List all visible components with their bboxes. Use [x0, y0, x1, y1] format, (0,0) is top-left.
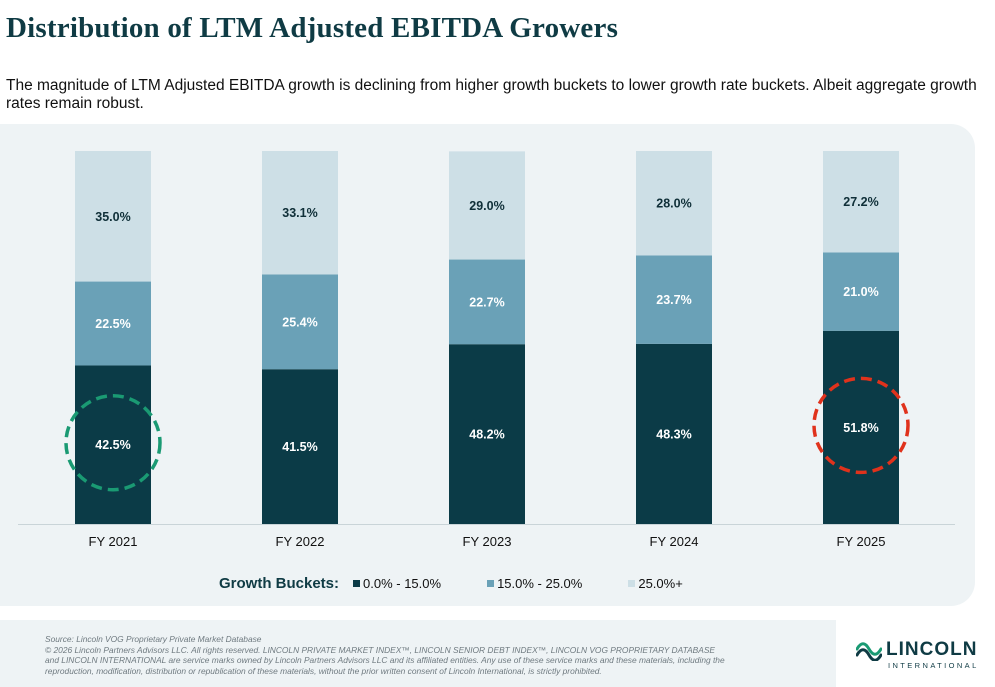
page-subtitle: The magnitude of LTM Adjusted EBITDA gro… [6, 77, 977, 112]
lincoln-logo: LINCOLN INTERNATIONAL [856, 639, 991, 671]
legend-swatch-low [353, 579, 361, 587]
data-label-3-2: 22.7% [469, 295, 504, 309]
x-tick-label-3: FY 2023 [463, 534, 512, 549]
bar-segment-5-3 [823, 151, 899, 253]
x-tick-label-2: FY 2022 [276, 534, 325, 549]
bar-segment-4-3 [636, 151, 712, 256]
footer-band [0, 620, 836, 687]
annotation-circle-2 [812, 376, 910, 475]
bar-segment-4-2 [636, 255, 712, 344]
bar-segment-2-3 [262, 151, 338, 275]
footer-copyright-3: reproduction, modification, distribution… [45, 665, 602, 676]
bar-segment-3-3 [449, 151, 525, 260]
legend-label-mid: 15.0% - 25.0% [497, 575, 583, 591]
bar-segment-4-1 [636, 343, 712, 524]
legend-title: Growth Buckets: [219, 574, 340, 592]
legend-label-high: 25.0%+ [638, 575, 683, 591]
footer-notes: Source: Lincoln VOG Proprietary Private … [45, 634, 825, 676]
x-tick-label-5: FY 2025 [837, 534, 886, 549]
data-label-4-1: 48.3% [656, 427, 691, 441]
data-label-2-1: 41.5% [282, 440, 317, 454]
data-label-5-2: 21.0% [843, 285, 878, 299]
footer-copyright-2: and LINCOLN INTERNATIONAL are service ma… [45, 655, 725, 665]
data-label-1-3: 35.0% [95, 210, 130, 224]
x-tick-label-4: FY 2024 [650, 534, 699, 549]
annotation-circle-1 [64, 393, 162, 492]
data-label-2-3: 33.1% [282, 206, 317, 220]
bar-segment-3-2 [449, 259, 525, 345]
footer-source: Source: Lincoln VOG Proprietary Private … [45, 634, 262, 644]
bar-segment-1-2 [75, 281, 151, 366]
data-label-2-2: 25.4% [282, 315, 317, 329]
data-label-1-1: 42.5% [95, 438, 130, 452]
bar-segment-2-2 [262, 274, 338, 370]
footer-copyright-1: © 2026 Lincoln Partners Advisors LLC. Al… [45, 644, 715, 655]
legend-item-low: 0.0% - 15.0% [353, 576, 441, 591]
logo-subtitle: INTERNATIONAL [888, 661, 979, 670]
data-label-5-3: 27.2% [843, 195, 878, 209]
bar-segment-3-1 [449, 344, 525, 524]
bar-segment-2-1 [262, 369, 338, 524]
data-label-3-3: 29.0% [469, 199, 504, 213]
data-label-4-3: 28.0% [656, 197, 691, 211]
legend-swatch-high [628, 579, 636, 587]
lincoln-wave-icon [856, 642, 882, 661]
data-label-5-1: 51.8% [843, 421, 878, 435]
page-title: Distribution of LTM Adjusted EBITDA Grow… [6, 12, 619, 44]
logo-wordmark: LINCOLN [886, 639, 978, 660]
bar-segment-5-2 [823, 252, 899, 331]
bar-segment-1-3 [75, 151, 151, 282]
data-label-3-1: 48.2% [469, 428, 504, 442]
legend-swatch-mid [487, 579, 495, 587]
chart-legend: Growth Buckets: 0.0% - 15.0% 15.0% - 25.… [219, 573, 729, 593]
legend-item-high: 25.0%+ [628, 575, 683, 591]
legend-label-low: 0.0% - 15.0% [363, 575, 442, 591]
stacked-bar-chart: 42.5% 22.5% 35.0% FY 2021 41.5% 25.4% 33.1% FY … [18, 151, 955, 549]
x-tick-label-1: FY 2021 [89, 534, 138, 549]
legend-item-mid: 15.0% - 25.0% [487, 576, 582, 591]
bar-segment-1-1 [75, 365, 151, 524]
data-label-1-2: 22.5% [95, 317, 130, 331]
data-label-4-2: 23.7% [656, 293, 691, 307]
bar-segment-5-1 [823, 330, 899, 524]
